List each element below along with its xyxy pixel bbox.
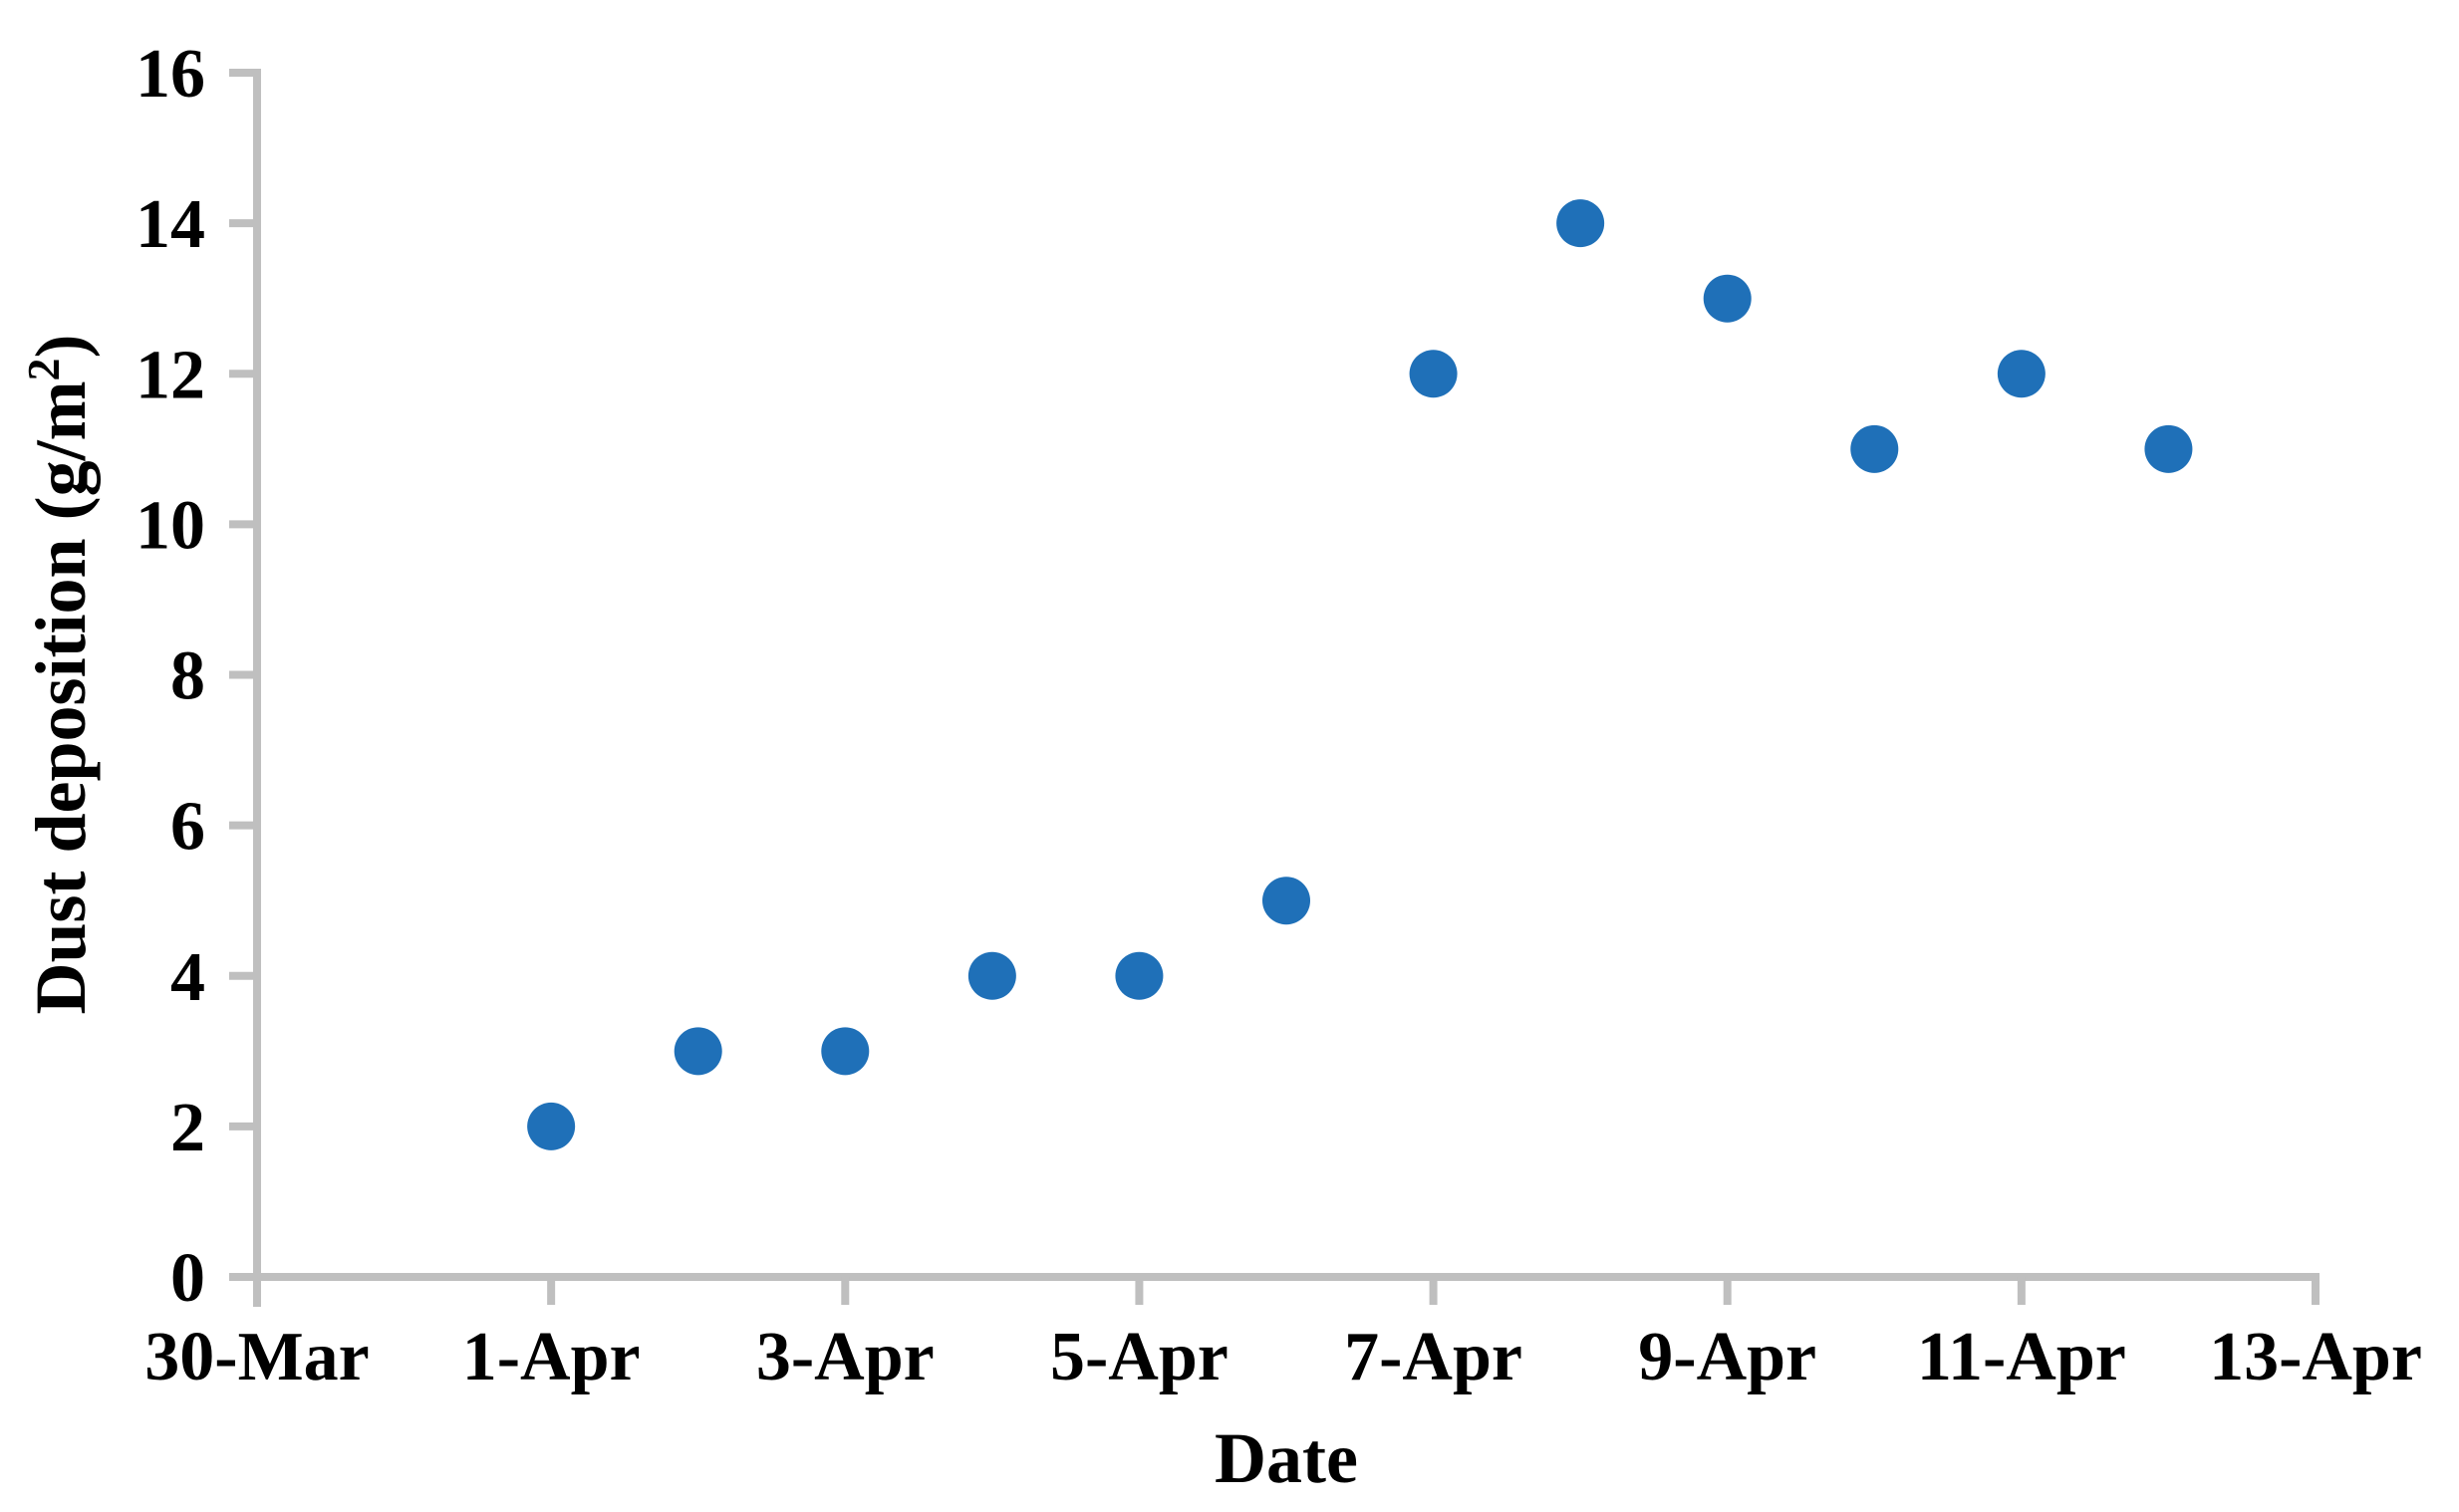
data-point — [1703, 274, 1752, 323]
x-axis-tick-labels: 30-Mar 1-Apr 3-Apr 5-Apr 7-Apr 9-Apr 11-Apr 13-… — [144, 1319, 2422, 1395]
data-point — [967, 951, 1016, 1000]
data-point — [821, 1027, 870, 1076]
x-tick-label: 5-Apr — [1050, 1319, 1229, 1395]
y-axis-title: Dust deposition (g/m2) — [18, 334, 101, 1014]
y-tick-label: 6 — [170, 789, 205, 866]
y-tick-label: 0 — [170, 1240, 205, 1317]
data-point — [1115, 951, 1164, 1000]
x-tick-label: 11-Apr — [1917, 1319, 2126, 1395]
y-tick-label: 4 — [170, 939, 205, 1016]
y-tick-label: 2 — [170, 1090, 205, 1166]
y-axis-ticks — [229, 69, 257, 1281]
data-point — [2144, 424, 2193, 473]
x-tick-label: 9-Apr — [1638, 1319, 1816, 1395]
x-tick-label: 7-Apr — [1344, 1319, 1522, 1395]
data-points — [527, 199, 2193, 1150]
data-point — [1997, 350, 2046, 398]
y-axis-tick-labels: 0 2 4 6 8 10 12 14 16 — [136, 36, 205, 1317]
y-tick-label: 8 — [170, 638, 205, 715]
x-axis-title: Date — [1215, 1418, 1358, 1498]
data-point — [1262, 877, 1310, 925]
y-tick-label: 12 — [136, 337, 205, 413]
data-point — [674, 1027, 722, 1076]
data-point — [1850, 424, 1899, 473]
y-tick-label: 14 — [136, 186, 205, 263]
x-tick-label: 13-Apr — [2209, 1319, 2422, 1395]
axes-lines — [232, 69, 2320, 1307]
x-tick-label: 30-Mar — [144, 1319, 369, 1395]
x-axis-ticks — [253, 1277, 2320, 1305]
data-point — [1409, 350, 1458, 398]
x-tick-label: 1-Apr — [462, 1319, 641, 1395]
y-tick-label: 16 — [136, 36, 205, 113]
x-tick-label: 3-Apr — [756, 1319, 935, 1395]
data-point — [527, 1102, 576, 1150]
y-tick-label: 10 — [136, 487, 205, 564]
data-point — [1556, 199, 1605, 248]
